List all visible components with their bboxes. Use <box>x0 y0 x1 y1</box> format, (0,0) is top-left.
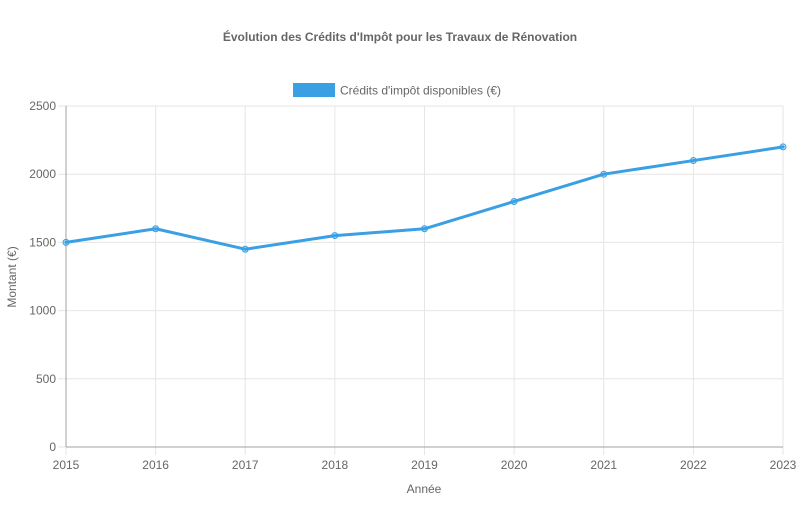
data-point[interactable] <box>152 225 160 233</box>
x-tick-label: 2021 <box>590 458 617 472</box>
data-point[interactable] <box>689 157 697 165</box>
x-tick-label: 2018 <box>322 458 349 472</box>
y-tick-label: 500 <box>36 372 56 386</box>
tick-labels: 0 500 1000 1500 2000 2500 2015 2016 2017 2018 2019… <box>29 99 796 472</box>
x-tick-label: 2020 <box>501 458 528 472</box>
legend-swatch[interactable] <box>293 83 335 97</box>
x-axis-label: Année <box>407 482 442 496</box>
data-point[interactable] <box>421 225 428 233</box>
chart-title: Évolution des Crédits d'Impôt pour les T… <box>223 29 577 44</box>
data-point[interactable] <box>779 143 787 151</box>
data-point[interactable] <box>331 232 339 240</box>
y-tick-label: 2500 <box>29 99 56 113</box>
y-tick-label: 2000 <box>29 167 56 181</box>
data-point[interactable] <box>241 245 249 253</box>
y-tick-label: 0 <box>49 440 56 454</box>
x-tick-label: 2023 <box>770 458 797 472</box>
axes <box>65 106 783 448</box>
series-line <box>64 145 785 251</box>
y-tick-label: 1500 <box>29 235 56 249</box>
x-tick-label: 2016 <box>142 458 169 472</box>
data-point[interactable] <box>510 197 518 205</box>
x-tick-label: 2017 <box>232 458 259 472</box>
series-group <box>62 143 787 253</box>
grid-lines <box>58 105 784 455</box>
y-tick-label: 1000 <box>29 304 56 318</box>
legend-label[interactable]: Crédits d'impôt disponibles (€) <box>340 84 501 98</box>
x-tick-label: 2015 <box>53 458 80 472</box>
x-tick-label: 2019 <box>411 458 438 472</box>
data-point[interactable] <box>600 170 608 178</box>
y-axis-label: Montant (€) <box>5 246 19 307</box>
x-tick-label: 2022 <box>680 458 707 472</box>
data-point[interactable] <box>62 238 70 246</box>
